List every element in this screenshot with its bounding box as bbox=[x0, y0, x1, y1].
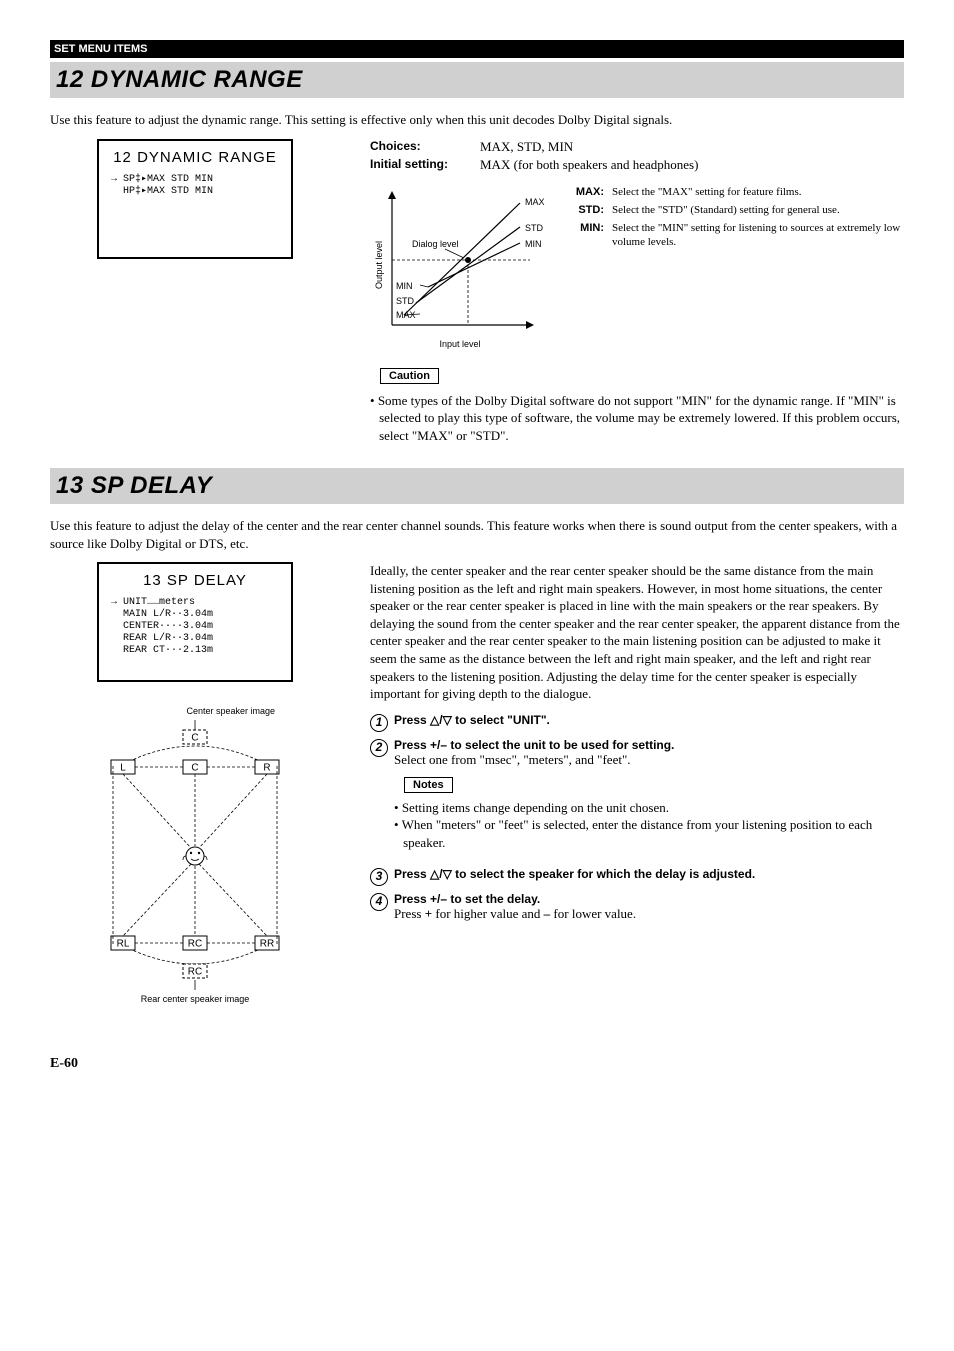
step-4-body: Press + for higher value and – for lower… bbox=[394, 906, 636, 922]
step-2-body: Select one from "msec", "meters", and "f… bbox=[394, 752, 904, 768]
choice-max-desc: Select the "MAX" setting for feature fil… bbox=[612, 185, 802, 199]
diag-c: C bbox=[191, 763, 198, 774]
graph-min-bot: MIN bbox=[396, 281, 413, 291]
lcd-body-12: → SP‡▸MAX STD MIN HP‡▸MAX STD MIN bbox=[105, 174, 285, 198]
diag-bottom-label: Rear center speaker image bbox=[141, 994, 250, 1004]
caution-text: Some types of the Dolby Digital software… bbox=[370, 392, 904, 445]
graph-min-top: MIN bbox=[525, 239, 542, 249]
step-2-num: 2 bbox=[370, 739, 388, 757]
section-12-title: 12 DYNAMIC RANGE bbox=[56, 66, 303, 93]
step-3-head: Press △/▽ to select the speaker for whic… bbox=[394, 867, 755, 881]
choices-value: MAX, STD, MIN bbox=[480, 139, 573, 155]
diag-rr: RR bbox=[260, 939, 274, 950]
graph-dialog-label: Dialog level bbox=[412, 239, 459, 249]
step-2: 2 Press +/– to select the unit to be use… bbox=[370, 738, 904, 862]
step-3-num: 3 bbox=[370, 868, 388, 886]
lcd-sp-delay: 13 SP DELAY → UNIT……meters MAIN L/R··3.0… bbox=[97, 562, 293, 682]
note-1: Setting items change depending on the un… bbox=[394, 799, 904, 817]
graph-x-axis: Input level bbox=[439, 339, 480, 349]
section-13-para: Ideally, the center speaker and the rear… bbox=[370, 562, 904, 702]
lcd-body-13: → UNIT……meters MAIN L/R··3.04m CENTER···… bbox=[105, 597, 285, 657]
step-1: 1 Press △/▽ to select "UNIT". bbox=[370, 713, 904, 732]
choice-std-key: STD: bbox=[570, 203, 604, 217]
choice-min-key: MIN: bbox=[570, 221, 604, 250]
section-13-title-bar: 13 SP DELAY bbox=[50, 468, 904, 504]
section-13-title: 13 SP DELAY bbox=[56, 472, 212, 499]
lcd-title-12: 12 DYNAMIC RANGE bbox=[105, 149, 285, 166]
diag-rc: RC bbox=[188, 939, 202, 950]
step-1-head: Press △/▽ to select "UNIT". bbox=[394, 713, 550, 727]
diag-r: R bbox=[263, 763, 270, 774]
step-3: 3 Press △/▽ to select the speaker for wh… bbox=[370, 867, 904, 886]
step-4-num: 4 bbox=[370, 893, 388, 911]
note-2: When "meters" or "feet" is selected, ent… bbox=[394, 816, 904, 851]
choice-std-desc: Select the "STD" (Standard) setting for … bbox=[612, 203, 840, 217]
graph-std-bot: STD bbox=[396, 296, 415, 306]
step-4: 4 Press +/– to set the delay. Press + fo… bbox=[370, 892, 904, 922]
step-1-num: 1 bbox=[370, 714, 388, 732]
graph-std-top: STD bbox=[525, 223, 544, 233]
dynamic-range-graph: MAX STD MIN MIN STD MAX Dialog level Out… bbox=[370, 185, 550, 355]
graph-y-axis: Output level bbox=[374, 241, 384, 289]
lcd-dynamic-range: 12 DYNAMIC RANGE → SP‡▸MAX STD MIN HP‡▸M… bbox=[97, 139, 293, 259]
initial-value: MAX (for both speakers and headphones) bbox=[480, 157, 698, 173]
section-12-intro: Use this feature to adjust the dynamic r… bbox=[50, 111, 904, 129]
diag-rl: RL bbox=[117, 939, 130, 950]
choice-min-desc: Select the "MIN" setting for listening t… bbox=[612, 221, 904, 250]
diag-c-image: C bbox=[191, 733, 198, 744]
lcd-title-13: 13 SP DELAY bbox=[105, 572, 285, 589]
diag-l: L bbox=[120, 763, 126, 774]
speaker-diagram: Center speaker image C L C R bbox=[95, 706, 295, 1016]
diag-rc-image: RC bbox=[188, 967, 202, 978]
section-13-right-col: Ideally, the center speaker and the rear… bbox=[370, 562, 904, 1016]
choice-table: MAX: Select the "MAX" setting for featur… bbox=[570, 185, 904, 355]
graph-max-top: MAX bbox=[525, 197, 545, 207]
step-2-head: Press +/– to select the unit to be used … bbox=[394, 738, 904, 752]
header-bar: SET MENU ITEMS bbox=[50, 40, 904, 58]
section-12-right-col: Choices: MAX, STD, MIN Initial setting: … bbox=[370, 139, 904, 455]
page-number: E-60 bbox=[50, 1056, 904, 1072]
section-13-left-col: 13 SP DELAY → UNIT……meters MAIN L/R··3.0… bbox=[50, 562, 340, 1016]
section-12-left-col: 12 DYNAMIC RANGE → SP‡▸MAX STD MIN HP‡▸M… bbox=[50, 139, 340, 455]
step-4-head: Press +/– to set the delay. bbox=[394, 892, 636, 906]
diag-top-label: Center speaker image bbox=[186, 706, 275, 716]
initial-label: Initial setting: bbox=[370, 157, 470, 173]
choices-label: Choices: bbox=[370, 139, 470, 155]
section-13-intro: Use this feature to adjust the delay of … bbox=[50, 517, 904, 552]
section-12-title-bar: 12 DYNAMIC RANGE bbox=[50, 62, 904, 98]
caution-label: Caution bbox=[380, 368, 439, 384]
choice-max-key: MAX: bbox=[570, 185, 604, 199]
notes-label: Notes bbox=[404, 777, 453, 793]
